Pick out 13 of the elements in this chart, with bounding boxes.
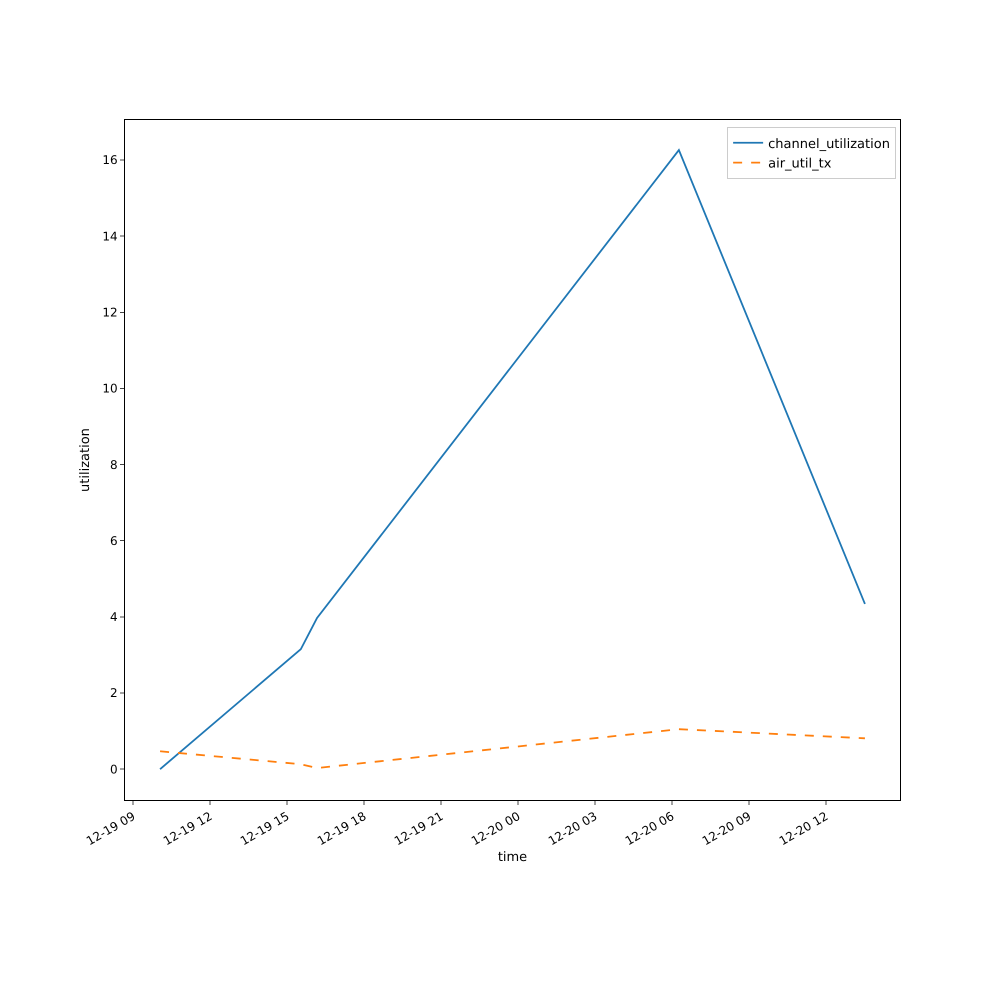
x-axis-title: time xyxy=(498,850,528,866)
y-tick-label: 8 xyxy=(110,458,118,472)
y-tick-label: 2 xyxy=(110,686,118,700)
y-tick-label: 16 xyxy=(102,153,118,168)
legend-label: channel_utilization xyxy=(768,136,890,152)
y-tick-label: 12 xyxy=(102,305,118,320)
y-tick-label: 6 xyxy=(110,534,118,548)
y-axis-title: utilization xyxy=(78,428,93,492)
y-tick-label: 14 xyxy=(102,229,118,244)
y-tick-label: 0 xyxy=(110,762,118,776)
legend-label: air_util_tx xyxy=(768,156,832,172)
y-tick-label: 10 xyxy=(102,382,118,396)
y-tick-label: 4 xyxy=(110,610,118,624)
